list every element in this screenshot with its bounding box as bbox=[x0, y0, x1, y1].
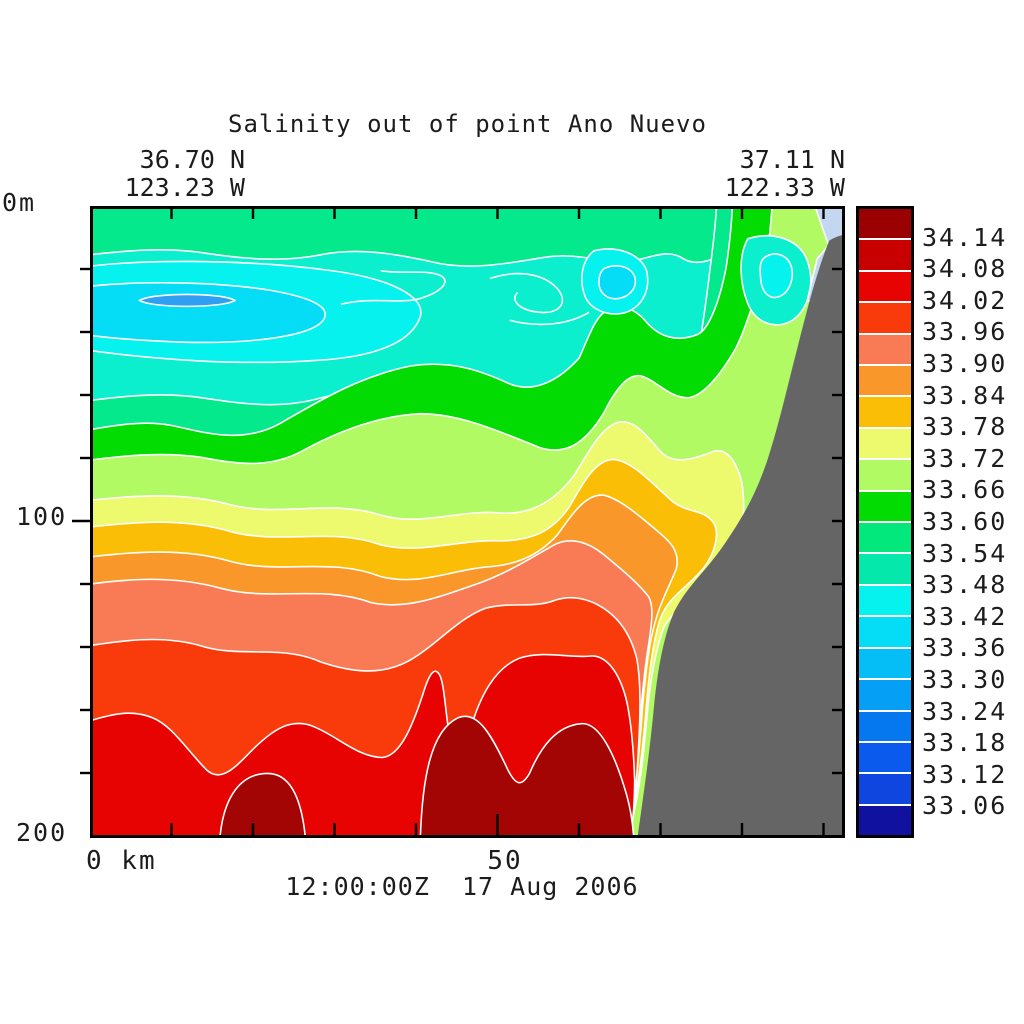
colorbar-segment-0 bbox=[859, 209, 911, 239]
colorbar-label: 33.90 bbox=[922, 349, 1008, 378]
colorbar-segment-9 bbox=[859, 489, 911, 522]
end-longitude: 122.33 W bbox=[724, 173, 845, 202]
colorbar-segment-2 bbox=[859, 269, 911, 302]
contour-squiggle-lines bbox=[340, 269, 590, 326]
colorbar-segment-16 bbox=[859, 709, 911, 741]
end-latitude: 37.11 N bbox=[739, 145, 845, 174]
colorbar-segment-18 bbox=[859, 772, 911, 804]
colorbar-label: 33.60 bbox=[922, 507, 1008, 536]
colorbar-segment-14 bbox=[859, 646, 911, 679]
colorbar-label: 33.66 bbox=[922, 475, 1008, 505]
band-34-08-pocket-left bbox=[219, 772, 306, 835]
colorbar-segment-6 bbox=[859, 395, 911, 427]
colorbar-label: 33.18 bbox=[922, 728, 1008, 758]
page-title: Salinity out of point Ano Nuevo bbox=[228, 110, 707, 138]
colorbar-segment-10 bbox=[859, 521, 911, 553]
colorbar-segment-15 bbox=[859, 678, 911, 710]
contour-plot-canvas bbox=[93, 209, 842, 835]
colorbar-label: 34.02 bbox=[922, 285, 1008, 315]
colorbar-label: 33.12 bbox=[922, 759, 1008, 789]
colorbar-label: 33.96 bbox=[922, 317, 1008, 347]
colorbar-segment-3 bbox=[859, 301, 911, 333]
colorbar-label: 33.72 bbox=[922, 443, 1008, 473]
colorbar-label: 33.24 bbox=[922, 696, 1008, 726]
colorbar-segment-7 bbox=[859, 426, 911, 459]
colorbar-label: 33.48 bbox=[922, 570, 1008, 600]
colorbar-label: 33.84 bbox=[922, 380, 1008, 410]
colorbar-label: 33.36 bbox=[922, 633, 1008, 663]
colorbar-label: 33.42 bbox=[922, 601, 1008, 631]
colorbar-label: 33.06 bbox=[922, 791, 1008, 821]
fresh-pocket-right-lens bbox=[759, 253, 793, 299]
band-34-08-pocket-center bbox=[419, 715, 635, 835]
colorbar-segment-4 bbox=[859, 332, 911, 365]
section-start-coordinates: 36.70 N 123.23 W bbox=[99, 146, 245, 202]
land-bathymetry-mask bbox=[637, 235, 842, 835]
colorbar-segment-19 bbox=[859, 803, 911, 836]
colorbar-segment-12 bbox=[859, 583, 911, 616]
colorbar bbox=[856, 206, 914, 838]
colorbar-segment-5 bbox=[859, 364, 911, 396]
colorbar-label: 34.14 bbox=[922, 222, 1008, 252]
colorbar-segment-17 bbox=[859, 740, 911, 773]
colorbar-segment-1 bbox=[859, 238, 911, 270]
colorbar-label: 33.54 bbox=[922, 538, 1008, 568]
colorbar-segment-8 bbox=[859, 458, 911, 490]
colorbar-segment-11 bbox=[859, 552, 911, 584]
x-axis-label-0km: 0 km bbox=[86, 846, 157, 876]
y-axis-label-200: 200 bbox=[16, 818, 68, 847]
filled-contour-bands bbox=[93, 209, 842, 835]
colorbar-label: 33.30 bbox=[922, 665, 1008, 694]
colorbar-label: 33.78 bbox=[922, 412, 1008, 442]
colorbar-segment-13 bbox=[859, 615, 911, 647]
fresh-pocket-center-lens bbox=[598, 265, 637, 300]
colorbar-label: 34.08 bbox=[922, 254, 1008, 284]
timestamp-label: 12:00:00Z 17 Aug 2006 bbox=[285, 872, 639, 901]
y-axis-label-100: 100 bbox=[16, 502, 68, 531]
fresh-pocket-left-core bbox=[138, 293, 237, 308]
y-axis-label-0m: 0m bbox=[2, 188, 37, 217]
start-longitude: 123.23 W bbox=[124, 173, 245, 202]
section-end-coordinates: 37.11 N 122.33 W bbox=[699, 146, 845, 202]
contour-plot-area bbox=[90, 206, 845, 838]
start-latitude: 36.70 N bbox=[139, 145, 245, 174]
x-axis-label-50: 50 bbox=[487, 846, 523, 876]
